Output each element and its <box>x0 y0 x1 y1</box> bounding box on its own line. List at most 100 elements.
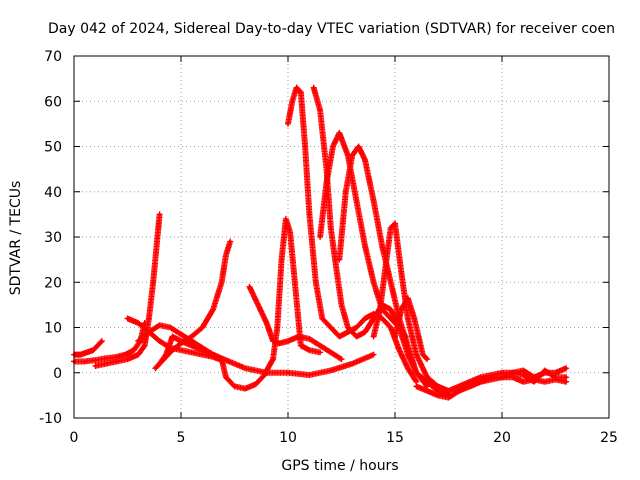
data-point <box>307 337 311 341</box>
data-point <box>425 380 429 384</box>
data-point <box>254 382 258 386</box>
data-points <box>71 84 570 401</box>
data-point <box>425 384 429 388</box>
series-track-j <box>285 84 420 385</box>
data-point <box>350 154 354 158</box>
data-point <box>307 348 311 352</box>
x-axis-label: GPS time / hours <box>281 458 398 474</box>
data-point <box>329 368 333 372</box>
data-point <box>211 307 215 311</box>
data-point <box>320 316 324 320</box>
data-point <box>115 359 119 363</box>
data-point <box>363 330 367 334</box>
data-point <box>532 380 536 384</box>
data-point <box>380 244 384 248</box>
data-point <box>190 344 194 348</box>
data-point <box>93 364 97 368</box>
data-point <box>357 145 361 148</box>
y-tick-label: 50 <box>44 140 62 156</box>
data-point <box>136 321 140 325</box>
data-point <box>564 375 568 379</box>
data-point <box>414 384 418 388</box>
data-point <box>421 353 425 357</box>
data-point <box>224 375 228 379</box>
data-point <box>479 375 483 379</box>
data-point <box>179 332 183 336</box>
data-point <box>325 181 329 185</box>
data-point <box>354 326 358 329</box>
data-point <box>406 366 410 370</box>
data-point <box>136 353 140 357</box>
data-point <box>329 226 333 230</box>
data-point <box>147 316 151 320</box>
data-point <box>318 235 322 239</box>
data-point <box>380 316 384 320</box>
data-point <box>363 158 367 162</box>
data-point <box>389 226 393 230</box>
data-point <box>468 384 472 388</box>
data-point <box>406 296 410 300</box>
data-point <box>406 316 410 320</box>
y-tick-label: 10 <box>44 321 62 337</box>
data-point <box>447 396 450 400</box>
data-point <box>288 230 292 234</box>
data-point <box>126 316 129 320</box>
data-point <box>346 326 350 329</box>
data-point <box>115 355 119 359</box>
data-point <box>564 366 568 370</box>
data-point <box>158 362 162 366</box>
data-point <box>354 335 358 339</box>
data-point <box>337 335 341 339</box>
data-point <box>93 358 97 362</box>
data-point <box>389 316 393 320</box>
data-point <box>447 389 450 393</box>
data-point <box>155 235 159 239</box>
data-point <box>290 99 294 103</box>
data-point <box>372 353 376 357</box>
data-point <box>158 339 162 343</box>
data-point <box>190 350 194 354</box>
data-point <box>543 368 547 372</box>
series-track-r <box>466 367 570 390</box>
data-point <box>243 387 247 391</box>
x-tick-label: 25 <box>600 430 618 446</box>
y-tick-label: -10 <box>39 411 62 427</box>
data-point <box>85 350 89 354</box>
data-point <box>372 316 376 320</box>
data-point <box>372 199 376 203</box>
data-point <box>275 326 279 329</box>
data-point <box>337 131 341 135</box>
data-point <box>228 240 232 244</box>
data-point <box>200 348 204 352</box>
x-tick-label: 10 <box>279 430 297 446</box>
data-point <box>271 357 275 361</box>
data-point <box>243 366 247 370</box>
data-point <box>363 316 367 320</box>
data-point <box>554 375 557 379</box>
series-track-c <box>92 211 163 369</box>
data-point <box>564 380 568 384</box>
data-point <box>340 303 343 307</box>
y-tick-label: 40 <box>44 185 62 201</box>
data-point <box>363 244 367 248</box>
data-point <box>412 316 416 320</box>
axis-ticks: 0 5 10 15 20 25 -10 0 10 20 30 40 50 60 70 <box>39 49 618 446</box>
data-point <box>393 221 397 225</box>
data-point <box>179 348 183 352</box>
data-point <box>354 199 358 203</box>
data-point <box>417 335 421 339</box>
data-point <box>346 154 350 158</box>
data-point <box>318 344 322 348</box>
data-point <box>331 145 335 148</box>
data-point <box>170 335 174 339</box>
data-point <box>521 368 525 372</box>
data-point <box>151 280 155 284</box>
data-point <box>318 108 322 112</box>
data-point <box>179 339 183 343</box>
data-point <box>436 393 440 397</box>
data-point <box>286 339 290 343</box>
data-point <box>425 357 429 361</box>
data-point <box>220 280 224 284</box>
y-axis-label: SDTVAR / TECUs <box>8 181 24 296</box>
data-point <box>153 366 157 370</box>
